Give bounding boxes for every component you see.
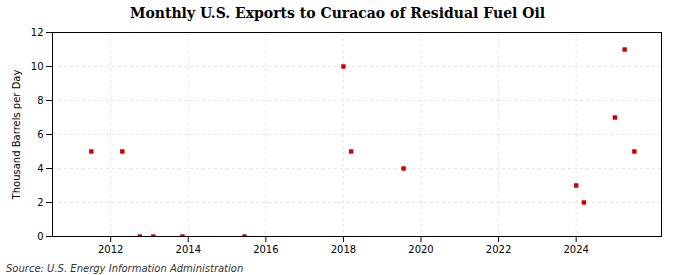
svg-text:0: 0 bbox=[37, 231, 43, 242]
svg-text:Thousand Barrels per Day: Thousand Barrels per Day bbox=[11, 70, 22, 201]
svg-text:2014: 2014 bbox=[176, 244, 201, 255]
svg-text:2012: 2012 bbox=[98, 244, 123, 255]
svg-text:2018: 2018 bbox=[331, 244, 356, 255]
svg-text:6: 6 bbox=[37, 129, 43, 140]
html-text:Source: U.S. Energy Informatio: Source: U.S. Energy Information Administ… bbox=[6, 263, 244, 274]
svg-text:8: 8 bbox=[37, 95, 43, 106]
svg-text:12: 12 bbox=[31, 27, 44, 38]
svg-text:10: 10 bbox=[31, 61, 44, 72]
svg-text:4: 4 bbox=[37, 163, 43, 174]
svg-text:2: 2 bbox=[37, 197, 43, 208]
html-text:Monthly U.S. Exports to Curaca: Monthly U.S. Exports to Curacao of Resid… bbox=[129, 5, 546, 21]
svg-text:2016: 2016 bbox=[253, 244, 278, 255]
svg-text:2024: 2024 bbox=[563, 244, 588, 255]
svg-text:2022: 2022 bbox=[486, 244, 511, 255]
svg-text:2020: 2020 bbox=[408, 244, 433, 255]
